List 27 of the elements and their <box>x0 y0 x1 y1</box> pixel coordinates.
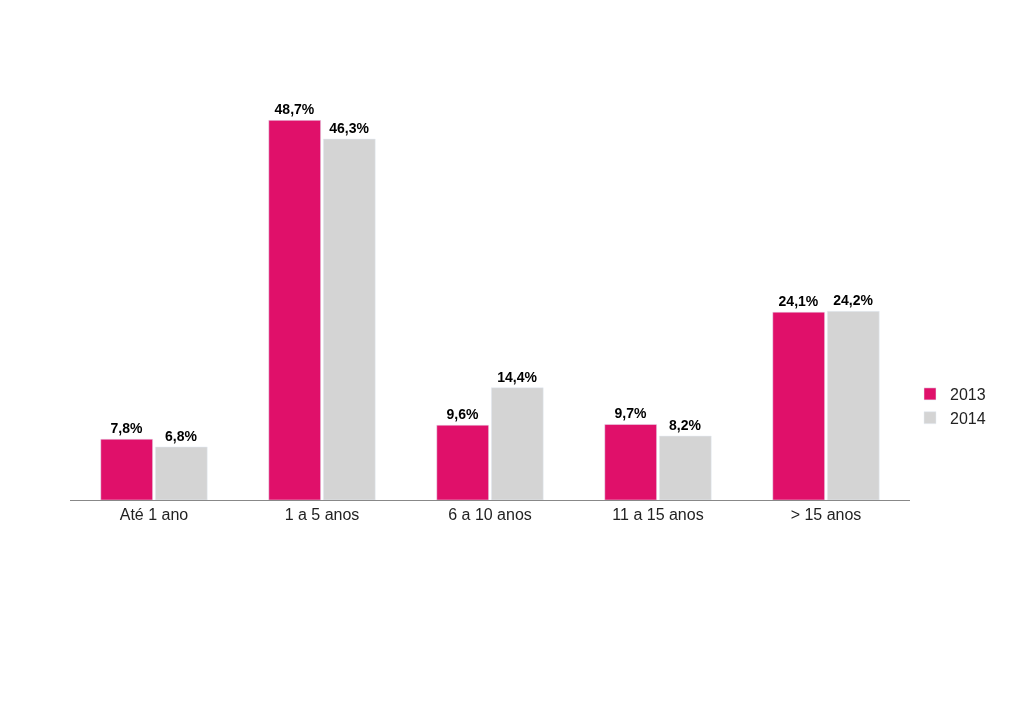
bar <box>827 311 880 500</box>
data-label: 9,7% <box>614 405 647 422</box>
x-tick-label: 6 a 10 anos <box>448 506 532 524</box>
x-tick-label: 11 a 15 anos <box>612 506 704 524</box>
bar <box>323 138 376 500</box>
bar <box>491 387 544 500</box>
bar <box>268 120 321 500</box>
data-label: 6,8% <box>165 427 198 444</box>
data-label: 24,1% <box>778 293 819 310</box>
bar <box>604 424 657 500</box>
data-label: 9,6% <box>446 406 479 423</box>
data-label: 14,4% <box>497 368 538 385</box>
data-label: 24,2% <box>833 292 874 309</box>
data-label: 8,2% <box>669 417 702 434</box>
legend-label: 2013 <box>950 386 986 404</box>
bar <box>155 446 208 500</box>
bar <box>100 438 153 500</box>
bar <box>772 311 825 500</box>
data-label: 48,7% <box>274 101 315 118</box>
bar <box>659 435 712 500</box>
x-tick-label: > 15 anos <box>790 506 862 524</box>
bar <box>436 424 489 500</box>
data-label: 46,3% <box>329 120 370 137</box>
x-tick-label: 1 a 5 anos <box>284 506 360 524</box>
x-tick-label: Até 1 ano <box>119 506 189 524</box>
legend-label: 2014 <box>950 409 986 427</box>
data-label: 7,8% <box>110 420 143 437</box>
